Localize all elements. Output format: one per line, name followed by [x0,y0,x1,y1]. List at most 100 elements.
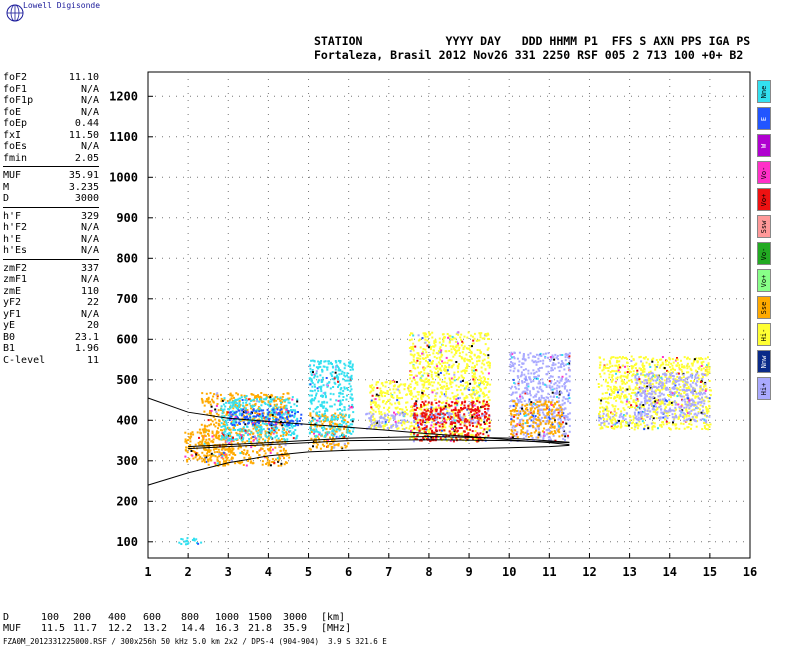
echo-point [337,399,340,402]
echo-point [675,387,678,390]
echo-point [250,407,252,410]
echo-point [445,418,448,421]
echo-point [558,369,561,372]
echo-point [417,391,420,394]
echo-point [237,407,240,410]
echo-point [680,368,683,371]
echo-point [244,410,247,413]
echo-point [184,455,187,458]
echo-point [566,418,569,421]
echo-point [272,417,275,419]
echo-point [223,398,226,401]
echo-point [435,352,438,354]
echo-point [230,422,233,425]
echo-point [534,415,537,418]
echo-point [234,462,237,465]
echo-point [535,429,537,432]
echo-point [564,359,567,362]
echo-point [334,366,337,369]
echo-point [547,356,549,359]
echo-point [380,425,383,428]
echo-point [627,368,630,371]
echo-point [530,407,533,410]
echo-point [463,414,466,417]
echo-point [270,429,273,432]
echo-point [259,430,262,433]
echo-point [255,428,257,431]
echo-point [547,370,550,373]
echo-point [512,432,515,435]
echo-point [459,380,462,383]
echo-point [285,431,288,434]
echo-point [433,389,436,392]
echo-point [657,401,660,404]
echo-point [235,438,238,441]
echo-point [280,438,283,441]
echo-point [186,460,189,463]
echo-point [433,423,435,426]
echo-point [562,415,565,417]
echo-point [431,336,434,339]
echo-point [203,404,206,407]
echo-point [545,403,548,406]
echo-point [339,412,342,415]
echo-point [256,412,259,415]
echo-point [278,456,281,459]
echo-point [462,417,465,420]
echo-point [545,416,548,419]
echo-point [283,428,286,431]
echo-point [705,410,708,413]
echo-point [450,409,453,412]
echo-point [274,458,277,461]
echo-point [380,413,383,416]
echo-point [222,444,225,447]
echo-point [414,437,417,440]
echo-point [315,414,318,417]
echo-point [221,456,224,459]
echo-point [266,417,269,420]
echo-point [548,436,551,439]
echo-point [552,412,555,415]
echo-point [339,383,342,386]
echo-point [331,371,334,374]
echo-point [682,414,685,417]
echo-point [560,360,563,363]
echo-point [316,425,318,428]
echo-point [218,438,221,441]
echo-point [229,394,232,397]
echo-point [666,359,668,362]
echo-point [232,420,235,423]
echo-point [459,419,462,421]
echo-point [484,411,487,413]
echo-point [414,418,417,420]
echo-point [389,380,392,383]
echo-point [326,417,329,420]
echo-point [539,360,542,363]
echo-point [242,464,245,466]
echo-point [375,420,378,423]
echo-point [247,417,250,420]
echo-point [225,440,228,443]
echo-point [264,455,267,458]
echo-point [419,408,422,411]
echo-point [562,421,564,424]
echo-point [482,395,485,398]
echo-point [550,401,553,404]
echo-point [423,334,426,337]
echo-point [222,462,225,465]
echo-point [533,377,536,380]
echo-point [350,376,353,379]
echo-point [373,421,376,424]
echo-point [265,422,268,425]
echo-point [439,437,442,440]
echo-point [526,439,529,442]
echo-point [390,403,393,406]
echo-point [527,413,530,416]
echo-point [560,366,563,369]
echo-point [453,376,456,379]
echo-point [559,414,562,417]
echo-point [191,431,194,434]
echo-point [329,387,332,390]
echo-point [281,430,284,433]
echo-point [245,464,248,467]
